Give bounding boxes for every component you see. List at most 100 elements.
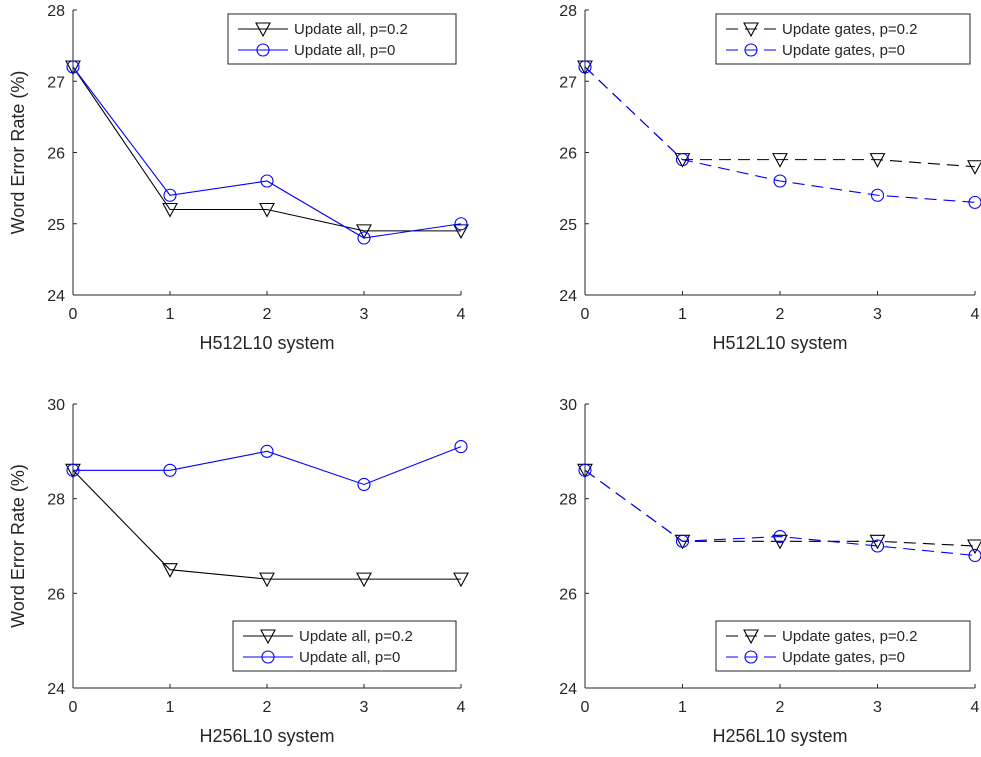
x-tick-label: 4 [971, 306, 980, 323]
subplot-bottom-left: 0 1 2 3 4 24 26 28 30 H256L10 system Word Error Ra… [8, 397, 469, 746]
data-point [162, 202, 178, 218]
data-point [454, 440, 468, 454]
y-tick-label: 28 [47, 3, 65, 20]
x-tick-label: 4 [457, 699, 466, 716]
y-tick-label: 26 [47, 586, 65, 603]
x-tick-label: 4 [971, 699, 980, 716]
series-line-1 [72, 66, 461, 232]
y-tick-label: 24 [559, 288, 577, 305]
legend-entry: Update all, p=0 [294, 42, 395, 59]
y-axis-label: Word Error Rate (%) [8, 464, 28, 628]
y-tick-label: 28 [47, 492, 65, 509]
data-point [163, 463, 177, 477]
x-axis-label: H512L10 system [712, 333, 847, 353]
data-point [870, 188, 885, 202]
legend-marker [256, 43, 270, 57]
data-point [578, 60, 592, 74]
data-point [773, 174, 787, 188]
y-tick-label: 30 [559, 397, 577, 414]
legend-marker [743, 22, 759, 38]
legend-entry: Update all, p=0.2 [294, 21, 408, 38]
x-tick-label: 1 [678, 306, 687, 323]
data-point [870, 539, 885, 553]
x-tick-label: 0 [69, 699, 78, 716]
subplot-top-left: 0 1 2 3 4 24 25 26 27 28 H512L10 system Word Error … [8, 3, 469, 353]
legend-entry: Update gates, p=0.2 [782, 628, 918, 645]
data-point [578, 463, 592, 477]
data-point [968, 195, 981, 209]
y-tick-label: 27 [559, 74, 577, 91]
legend-marker [744, 43, 758, 57]
x-tick-label: 2 [263, 306, 272, 323]
x-tick-label: 3 [360, 306, 369, 323]
x-tick-label: 4 [457, 306, 466, 323]
series-line-1 [584, 66, 976, 168]
data-point [260, 174, 274, 188]
data-point [675, 153, 690, 167]
subplot-top-right: 0 1 2 3 4 24 25 26 27 28 H512L10 system Update gate… [559, 3, 981, 353]
x-tick-label: 3 [360, 699, 369, 716]
data-point [357, 477, 371, 492]
legend-entry: Update all, p=0 [299, 649, 400, 666]
legend-box [715, 13, 971, 65]
data-point [357, 231, 371, 245]
series-line-2 [72, 66, 462, 239]
legend: Update all, p=0.2 Update all, p=0 [232, 620, 457, 672]
data-point [967, 160, 981, 175]
y-tick-label: 26 [559, 146, 577, 163]
y-tick-label: 30 [47, 397, 65, 414]
data-point [967, 539, 981, 555]
y-axis-label: Word Error Rate (%) [8, 71, 28, 235]
x-tick-label: 3 [873, 306, 882, 323]
x-tick-label: 2 [776, 306, 785, 323]
series-line-1 [72, 469, 461, 580]
legend-marker [255, 22, 271, 38]
data-point [259, 202, 275, 218]
y-tick-label: 27 [47, 74, 65, 91]
series-line-2 [584, 66, 976, 203]
y-tick-label: 26 [559, 586, 577, 603]
legend: Update all, p=0.2 Update all, p=0 [227, 13, 457, 65]
x-tick-label: 2 [776, 699, 785, 716]
legend-entry: Update gates, p=0 [782, 649, 905, 666]
y-tick-label: 24 [559, 681, 577, 698]
data-point [260, 444, 274, 458]
legend-marker [744, 650, 758, 664]
legend-entry: Update gates, p=0 [782, 42, 905, 59]
y-tick-label: 25 [559, 217, 577, 234]
x-axis-label: H256L10 system [199, 726, 334, 746]
data-point [66, 60, 80, 74]
y-tick-label: 28 [559, 3, 577, 20]
data-point [453, 572, 469, 588]
data-point [675, 534, 690, 548]
data-point [163, 188, 177, 202]
x-tick-label: 1 [678, 699, 687, 716]
x-tick-label: 1 [166, 306, 175, 323]
series-line-2 [73, 446, 462, 486]
legend-box [715, 620, 971, 672]
data-point [356, 224, 372, 240]
x-tick-label: 2 [263, 699, 272, 716]
legend: Update gates, p=0.2 Update gates, p=0 [715, 13, 971, 65]
y-tick-label: 25 [47, 217, 65, 234]
data-point [453, 224, 469, 240]
y-tick-label: 24 [47, 681, 65, 698]
x-tick-label: 0 [581, 699, 590, 716]
data-point [968, 548, 981, 563]
y-tick-label: 28 [559, 492, 577, 509]
legend-entry: Update all, p=0.2 [299, 628, 413, 645]
x-tick-label: 3 [873, 699, 882, 716]
data-point [259, 572, 275, 588]
data-point [773, 529, 787, 544]
data-point [772, 153, 788, 168]
y-tick-label: 26 [47, 146, 65, 163]
data-point [356, 572, 372, 588]
legend: Update gates, p=0.2 Update gates, p=0 [715, 620, 971, 672]
x-tick-label: 0 [581, 306, 590, 323]
legend-entry: Update gates, p=0.2 [782, 21, 918, 38]
y-tick-label: 24 [47, 288, 65, 305]
series-line-2 [584, 469, 976, 557]
x-axis-label: H512L10 system [199, 333, 334, 353]
data-point [66, 463, 80, 477]
series-line-1 [584, 469, 976, 547]
